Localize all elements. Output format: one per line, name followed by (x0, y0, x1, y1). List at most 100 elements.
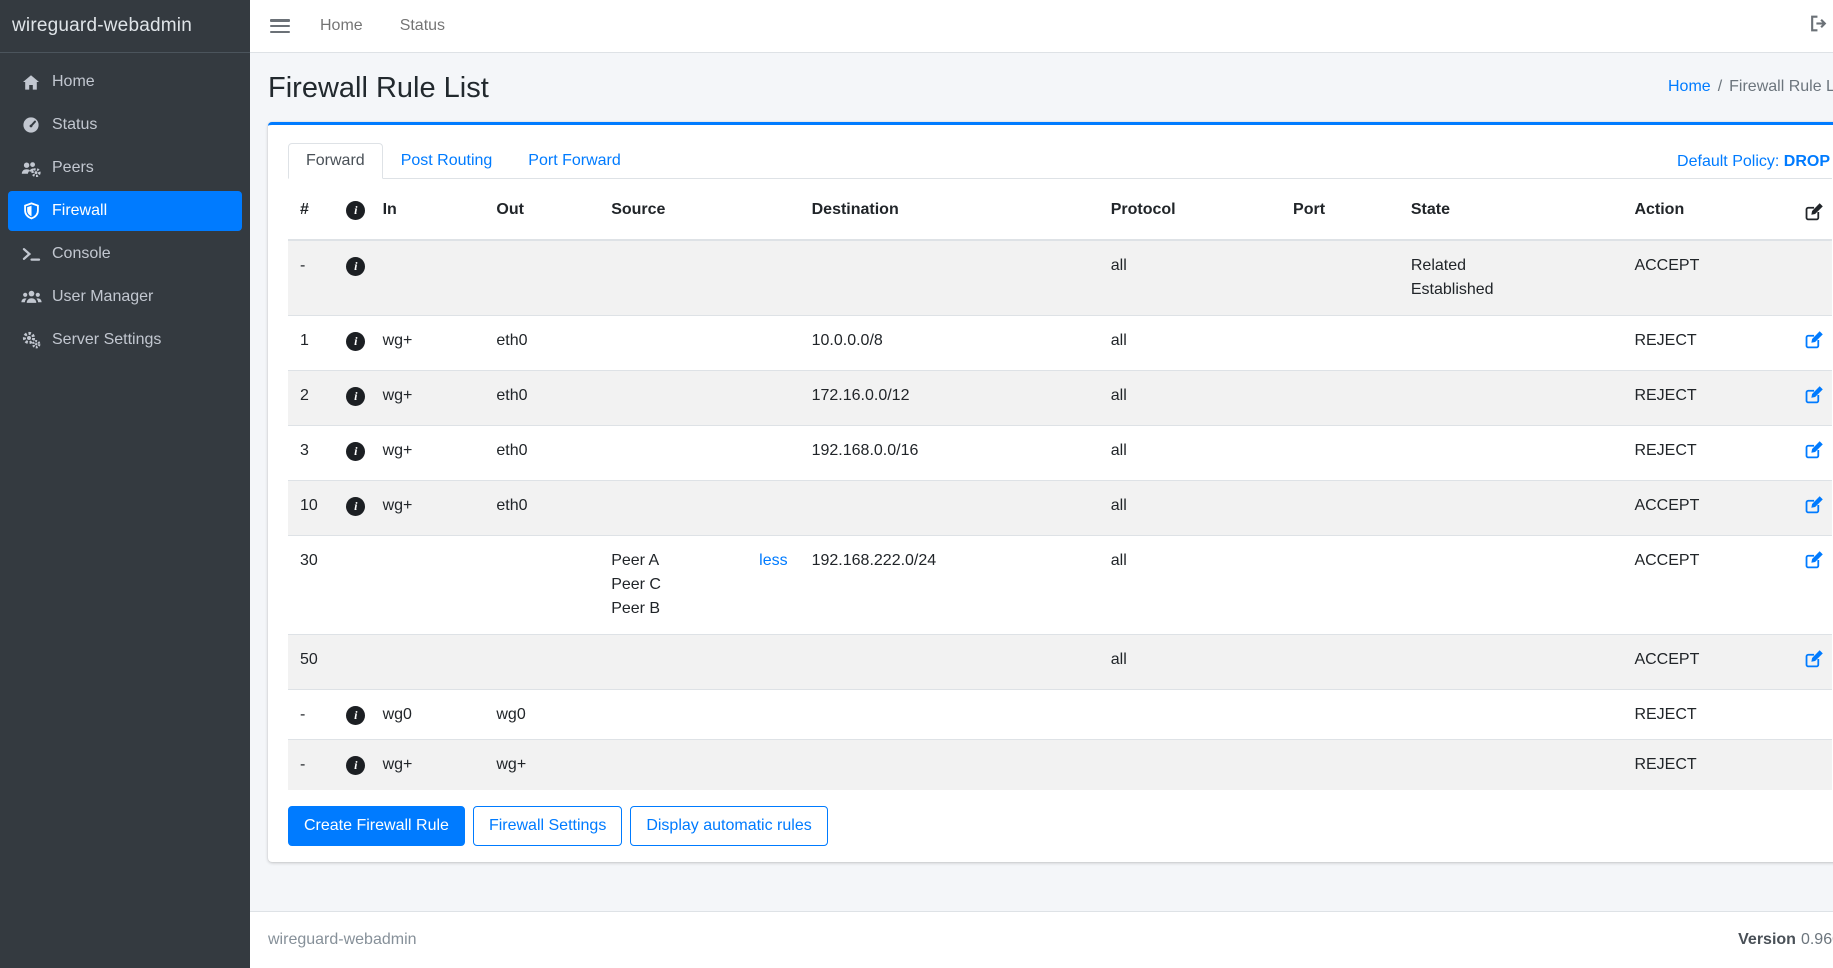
rule-source (599, 316, 799, 371)
sidebar-item-server-settings[interactable]: Server Settings (8, 320, 242, 360)
rule-edit-cell (1792, 371, 1832, 426)
col-header-state: State (1398, 189, 1623, 241)
rule-edit-cell (1792, 740, 1832, 790)
rule-info-cell: i (334, 740, 370, 790)
rule-in: wg+ (382, 497, 413, 514)
content-header: Firewall Rule List Home / Firewall Rule Li… (268, 68, 1833, 108)
rule-edit-cell (1792, 316, 1832, 371)
rule-state (1399, 316, 1623, 371)
edit-rule-button[interactable] (1804, 384, 1825, 412)
rule-out: eth0 (496, 442, 528, 459)
rule-source (599, 371, 799, 426)
col-header-port: Port (1281, 189, 1399, 241)
topbar-link-status[interactable]: Status (399, 17, 446, 34)
col-header-edit-icon (1791, 189, 1832, 241)
sidebar-nav: Home Status Peers Firewall Console User Manag… (0, 53, 250, 363)
rule-state: Related Established (1399, 240, 1623, 316)
sidebar-item-label: Firewall (52, 202, 108, 219)
rule-port (1281, 481, 1399, 536)
col-header-action: Action (1622, 189, 1792, 241)
rule-destination (800, 740, 1099, 790)
col-header-in: In (370, 189, 485, 241)
breadcrumb-home-link[interactable]: Home (1668, 78, 1711, 95)
tab-port-forward[interactable]: Port Forward (528, 152, 621, 169)
sidebar-item-status[interactable]: Status (8, 105, 242, 145)
default-policy-link[interactable]: Default Policy: DROP (1677, 153, 1830, 170)
rule-action: ACCEPT (1634, 552, 1700, 569)
card-buttons: Create Firewall Rule Firewall Settings Dis… (288, 805, 1832, 846)
sidebar-item-peers[interactable]: Peers (8, 148, 242, 188)
rule-port (1281, 316, 1399, 371)
rule-in (371, 635, 485, 690)
rule-edit-cell (1792, 481, 1832, 536)
sidebar-item-home[interactable]: Home (8, 62, 242, 102)
users-icon (20, 288, 42, 306)
rule-port (1281, 240, 1399, 316)
sidebar-item-label: Status (52, 116, 98, 133)
rule-out: wg0 (496, 706, 526, 723)
source-peer: Peer A (611, 552, 660, 569)
rule-action: REJECT (1634, 442, 1697, 459)
edit-rule-button[interactable] (1804, 494, 1825, 522)
display-automatic-rules-button[interactable]: Display automatic rules (630, 805, 828, 846)
rule-info-cell: i (334, 426, 370, 481)
less-link[interactable]: less (759, 552, 788, 569)
edit-rule-button[interactable] (1804, 439, 1825, 467)
rule-edit-cell (1792, 536, 1832, 635)
edit-rule-button[interactable] (1804, 329, 1825, 357)
source-peer: Peer C (611, 576, 661, 593)
rule-protocol: all (1110, 497, 1127, 514)
edit-rule-button[interactable] (1804, 549, 1825, 577)
rule-protocol: all (1110, 332, 1127, 349)
rule-source (599, 426, 799, 481)
rule-info-cell (334, 635, 370, 690)
rule-in (371, 240, 485, 316)
rule-in: wg+ (382, 756, 413, 773)
sidebar-item-console[interactable]: Console (8, 234, 242, 274)
rule-destination (800, 635, 1099, 690)
rule-destination: 10.0.0.0/8 (811, 332, 883, 349)
rule-protocol: all (1110, 442, 1127, 459)
shield-icon (20, 202, 42, 220)
table-row: 2 i wg+ eth0 172.16.0.0/12 all REJECT (288, 370, 1832, 426)
sidebar-item-label: Server Settings (52, 331, 162, 348)
rule-port (1281, 536, 1399, 635)
rule-port (1281, 426, 1399, 481)
rule-source (599, 690, 799, 740)
topbar: Home Status (250, 0, 1833, 53)
rule-number: - (300, 706, 306, 723)
rule-source (599, 481, 799, 536)
breadcrumb-separator: / (1717, 78, 1723, 95)
rule-state (1399, 690, 1623, 740)
rule-action: ACCEPT (1634, 257, 1700, 274)
rule-number: 1 (300, 332, 309, 349)
create-firewall-rule-button[interactable]: Create Firewall Rule (288, 805, 465, 846)
edit-rule-button[interactable] (1804, 648, 1825, 676)
rule-state (1399, 635, 1623, 690)
rule-state (1399, 481, 1623, 536)
rule-port (1281, 635, 1399, 690)
topbar-link-home[interactable]: Home (320, 17, 363, 34)
menu-icon[interactable] (270, 19, 290, 33)
state-value: Related (1410, 257, 1467, 274)
firewall-card: Forward Post Routing Port Forward Default … (268, 122, 1833, 862)
col-header-destination: Destination (799, 189, 1099, 241)
sign-out-icon[interactable] (1809, 14, 1828, 38)
rule-info-cell: i (334, 481, 370, 536)
topbar-links: Home Status (320, 17, 482, 35)
firewall-settings-button[interactable]: Firewall Settings (472, 805, 623, 846)
sidebar-item-firewall[interactable]: Firewall (8, 191, 242, 231)
tab-post-routing[interactable]: Post Routing (400, 152, 493, 169)
tabs: Forward Post Routing Port Forward (288, 143, 639, 179)
sidebar-item-label: Console (52, 245, 111, 262)
rule-action: ACCEPT (1634, 497, 1700, 514)
table-row: - i wg+ wg+ REJECT (288, 739, 1832, 790)
sidebar-brand[interactable]: wireguard-webadmin (0, 0, 250, 53)
rule-in: wg0 (382, 706, 412, 723)
rule-state (1399, 371, 1623, 426)
info-icon: i (346, 201, 366, 220)
rule-protocol: all (1110, 651, 1127, 668)
tab-forward[interactable]: Forward (288, 143, 383, 179)
sidebar-item-user-manager[interactable]: User Manager (8, 277, 242, 317)
